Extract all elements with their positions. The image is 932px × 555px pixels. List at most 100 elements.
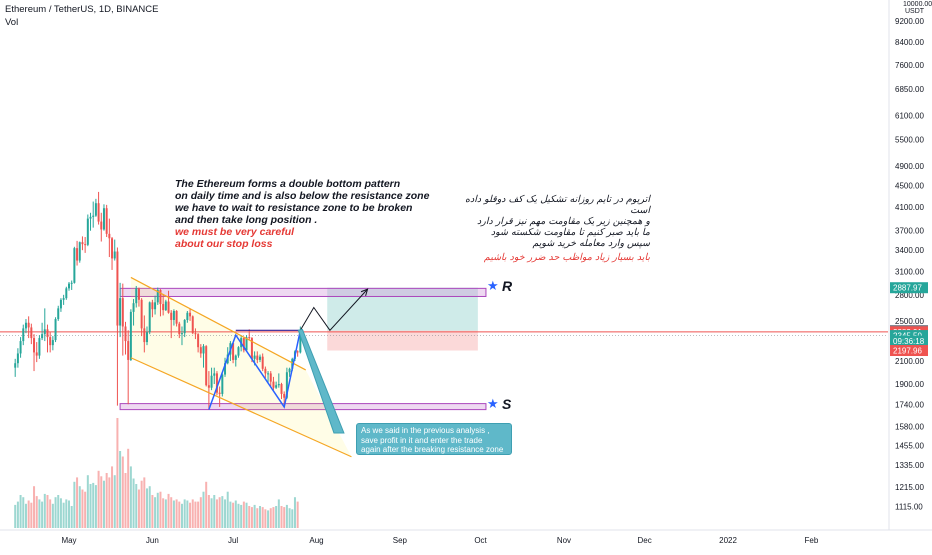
candle-body [264, 368, 267, 374]
resistance-label: R [502, 278, 513, 294]
candle-body [100, 221, 103, 230]
candle-body [172, 310, 175, 320]
star-icon: ★ [487, 278, 499, 293]
candle-body [143, 328, 146, 343]
volume-bar [33, 486, 36, 528]
volume-bar [154, 497, 157, 528]
candle-body [280, 384, 283, 394]
candle-body [137, 288, 140, 300]
candle-body [84, 244, 87, 246]
volume-bar [148, 486, 151, 528]
candle-body [256, 355, 259, 360]
y-tick-label: 8400.00 [895, 38, 924, 47]
volume-bar [65, 499, 68, 528]
bearish-arrow [297, 328, 345, 434]
callout-line: save profit in it and enter the trade [361, 435, 483, 445]
volume-bar [105, 473, 108, 528]
time-axis[interactable]: May Jun Jul Aug Sep Oct Nov Dec 2022 Feb [0, 529, 932, 545]
annotation-line: The Ethereum forms a double bottom patte… [175, 178, 401, 190]
candle-body [132, 303, 135, 312]
candle-body [224, 363, 227, 375]
candle-body [232, 343, 235, 360]
volume-bar [135, 484, 138, 528]
volume-bar [19, 495, 22, 528]
volume-bar [86, 475, 89, 528]
x-tick-label: May [61, 536, 76, 545]
price-axis[interactable]: 9200.00 8400.00 7600.00 6850.00 6100.00 5500.… [888, 0, 932, 550]
volume-layer [14, 418, 299, 528]
price-label-bg [890, 282, 928, 294]
english-annotation: The Ethereum forms a double bottom patte… [175, 178, 429, 250]
candle-body [277, 384, 280, 386]
projection-path [299, 288, 368, 332]
volume-bar [250, 507, 253, 528]
persian-line: سپس وارد معامله خرید شویم [532, 238, 650, 249]
volume-bar [89, 484, 92, 528]
y-tick-label: 2800.00 [895, 291, 924, 300]
volume-bar [194, 501, 197, 528]
y-tick-label: 3700.00 [895, 227, 924, 236]
candle-body [97, 203, 100, 222]
volume-bar [22, 497, 25, 528]
volume-bar [16, 501, 19, 528]
volume-bar [291, 509, 294, 528]
volume-bar [108, 477, 111, 528]
volume-bar [186, 500, 189, 528]
volume-bar [111, 466, 114, 528]
x-tick-label: Jun [146, 536, 159, 545]
x-tick-label: Feb [805, 536, 819, 545]
annotation-line: on daily time and is also below the resi… [175, 190, 430, 202]
candle-body [178, 323, 181, 335]
volume-bar [14, 504, 17, 528]
price-label-bg [890, 335, 928, 347]
candle-body [76, 248, 79, 261]
volume-bar [92, 482, 95, 528]
projection-arrowhead [360, 288, 369, 296]
volume-bar [84, 491, 87, 528]
candle-body [261, 356, 264, 369]
candle-body [272, 381, 275, 388]
candle-body [135, 288, 138, 304]
candle-body [275, 385, 278, 388]
price-label: 2197.96 [893, 347, 922, 356]
volume-bar [164, 499, 167, 528]
volume-bar [283, 507, 286, 528]
candle-body [253, 355, 256, 359]
candle-body [269, 373, 272, 382]
volume-bar [70, 506, 73, 528]
candle-body [108, 233, 111, 239]
candle-body [59, 299, 62, 309]
volume-bar [275, 506, 278, 528]
candle-body [258, 356, 261, 360]
candle-body [175, 310, 178, 324]
candle-body [207, 385, 210, 388]
volume-bar [62, 502, 65, 528]
volume-bar [215, 499, 218, 528]
volume-bar [256, 508, 259, 528]
candle-body [170, 312, 173, 320]
candle-body [30, 327, 33, 339]
volume-bar [38, 499, 41, 528]
candle-body [234, 355, 237, 360]
candle-body [116, 251, 119, 326]
candle-body [19, 341, 22, 354]
volume-bar [143, 477, 146, 528]
candle-body [199, 347, 202, 354]
candle-body [46, 329, 49, 338]
volume-bar [280, 506, 283, 528]
candle-body [121, 298, 124, 327]
volume-bar [51, 503, 54, 528]
candle-body [154, 302, 157, 310]
candle-body [102, 208, 105, 230]
candle-body [124, 326, 127, 342]
volume-bar [132, 478, 135, 528]
volume-bar [59, 498, 62, 528]
candle-body [197, 334, 200, 348]
candle-body [129, 311, 132, 360]
volume-bar [218, 497, 221, 528]
candle-body [180, 333, 183, 335]
volume-bar [156, 492, 159, 528]
x-tick-label: Jul [228, 536, 238, 545]
volume-bar [293, 497, 296, 528]
